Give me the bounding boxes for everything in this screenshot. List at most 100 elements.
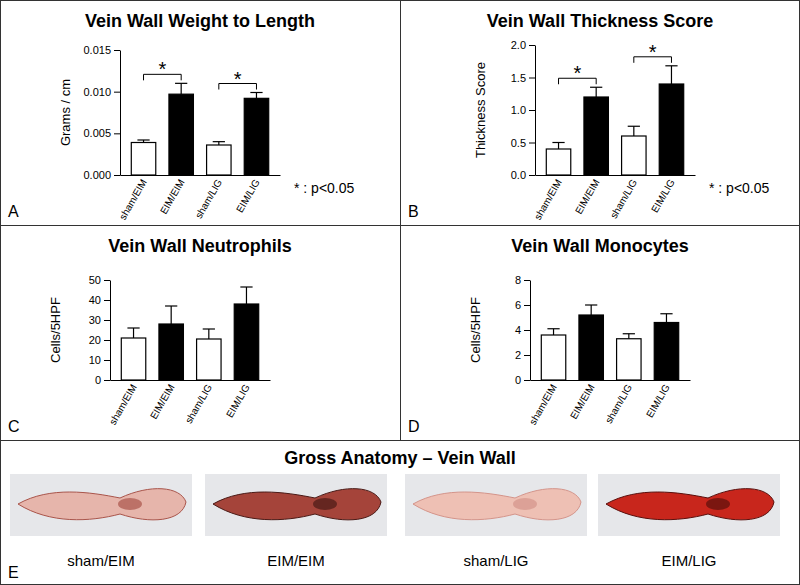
bar bbox=[617, 339, 641, 380]
x-axis-line bbox=[121, 175, 281, 176]
error-bar-cap bbox=[585, 304, 597, 305]
x-tick: sham/LIG bbox=[608, 175, 639, 220]
x-tick: EIM/LIG bbox=[649, 175, 677, 214]
x-tick-label: EIM/LIG bbox=[644, 382, 672, 419]
y-tick: 0.5 bbox=[511, 137, 535, 149]
y-tick: 10 bbox=[89, 354, 110, 366]
y-tick: 2 bbox=[515, 349, 530, 361]
x-axis-line bbox=[531, 380, 691, 381]
y-tick: 0.015 bbox=[83, 44, 120, 56]
y-tick-mark bbox=[114, 92, 120, 93]
specimen-thrombus bbox=[706, 498, 730, 510]
error-bar bbox=[590, 87, 602, 97]
bar bbox=[622, 136, 646, 175]
significance-label: * bbox=[573, 62, 581, 84]
error-bar bbox=[552, 143, 564, 150]
y-tick-label: 0.015 bbox=[83, 44, 111, 56]
y-tick-mark bbox=[524, 380, 530, 381]
x-tick: sham/LIG bbox=[193, 175, 224, 220]
error-bar-stem bbox=[596, 87, 597, 97]
y-tick-mark bbox=[104, 300, 110, 301]
panel-title: Gross Anatomy – Vein Wall bbox=[284, 448, 516, 468]
chart-panel: Vein Wall Monocytes02468sham/EIMEIM/EIMs… bbox=[408, 236, 691, 435]
y-axis: 0.0 0.5 1.0 1.5 2.0 bbox=[511, 39, 536, 181]
y-tick-label: 2 bbox=[515, 349, 521, 361]
photo-background bbox=[10, 474, 192, 536]
y-tick: 40 bbox=[89, 294, 110, 306]
chart-panel: Vein Wall Neutrophils01020304050sham/EIM… bbox=[8, 236, 292, 435]
error-bar-cap bbox=[175, 83, 187, 84]
y-tick: 0.005 bbox=[83, 127, 120, 139]
error-bar bbox=[203, 329, 215, 339]
y-axis-title: Grams / cm bbox=[58, 79, 73, 146]
bar bbox=[579, 315, 603, 380]
y-tick-mark bbox=[529, 78, 535, 79]
x-tick: EIM/EIM bbox=[568, 380, 597, 421]
x-tick: EIM/LIG bbox=[224, 380, 252, 419]
error-bar bbox=[660, 314, 672, 323]
error-bar-stem bbox=[246, 287, 247, 304]
specimen-label: sham/EIM bbox=[67, 552, 135, 569]
y-tick: 0.0 bbox=[511, 169, 535, 181]
x-tick-label: sham/EIM bbox=[532, 177, 564, 221]
y-tick-label: 2.0 bbox=[511, 39, 526, 51]
x-tick: EIM/LIG bbox=[644, 380, 672, 419]
chart-title: Vein Wall Weight to Length bbox=[85, 11, 315, 31]
photo-background bbox=[405, 474, 587, 536]
error-bar-cap bbox=[127, 327, 139, 328]
bar bbox=[207, 145, 231, 175]
error-bar-stem bbox=[558, 143, 559, 150]
y-tick: 1.5 bbox=[511, 72, 535, 84]
y-tick-label: 0.010 bbox=[83, 86, 111, 98]
y-tick: 8 bbox=[515, 274, 530, 286]
error-bar bbox=[240, 287, 252, 304]
vein-specimen bbox=[213, 489, 381, 520]
y-tick-label: 0 bbox=[95, 374, 101, 386]
y-tick: 0.010 bbox=[83, 86, 120, 98]
panel-letter: C bbox=[8, 418, 20, 435]
y-tick-mark bbox=[529, 143, 535, 144]
chart-title: Vein Wall Thickness Score bbox=[487, 11, 713, 31]
panel-letter: E bbox=[8, 564, 19, 581]
error-bar bbox=[213, 142, 225, 145]
plot-marks bbox=[121, 287, 258, 380]
y-tick-mark bbox=[104, 280, 110, 281]
y-axis-line bbox=[120, 51, 121, 176]
x-tick: EIM/LIG bbox=[234, 175, 262, 214]
error-bar bbox=[585, 305, 597, 315]
plot-marks bbox=[546, 66, 683, 175]
y-tick: 20 bbox=[89, 334, 110, 346]
y-tick-mark bbox=[529, 110, 535, 111]
significance-label: * bbox=[158, 58, 166, 80]
bar bbox=[131, 143, 155, 176]
error-bar-stem bbox=[553, 329, 554, 335]
y-tick-mark bbox=[524, 305, 530, 306]
y-tick: 4 bbox=[515, 324, 530, 336]
y-tick-label: 0.000 bbox=[83, 169, 111, 181]
y-tick-label: 6 bbox=[515, 299, 521, 311]
x-tick: sham/EIM bbox=[107, 380, 139, 427]
y-tick-label: 40 bbox=[89, 294, 101, 306]
vein-specimen bbox=[18, 489, 186, 520]
y-tick-label: 1.0 bbox=[511, 104, 526, 116]
error-bar-stem bbox=[666, 314, 667, 323]
specimen-label: EIM/LIG bbox=[661, 552, 716, 569]
y-tick-mark bbox=[104, 320, 110, 321]
error-bar-cap bbox=[665, 65, 677, 66]
x-axis: sham/EIMEIM/EIMsham/LIGEIM/LIG bbox=[107, 380, 271, 427]
vein-specimen bbox=[413, 489, 581, 520]
significance-label: * bbox=[649, 41, 657, 63]
y-axis: 02468 bbox=[515, 274, 531, 386]
y-tick-mark bbox=[104, 360, 110, 361]
bar bbox=[169, 94, 193, 175]
panel-letter: D bbox=[408, 418, 420, 435]
error-bar-stem bbox=[133, 328, 134, 338]
x-tick-label: EIM/LIG bbox=[224, 382, 252, 419]
bar bbox=[541, 335, 565, 380]
bar bbox=[121, 338, 145, 380]
x-tick: sham/EIM bbox=[532, 175, 564, 222]
y-tick-label: 50 bbox=[89, 274, 101, 286]
bar bbox=[159, 324, 183, 380]
specimen-photo bbox=[405, 474, 587, 536]
significance-note: * : p<0.05 bbox=[709, 180, 770, 196]
